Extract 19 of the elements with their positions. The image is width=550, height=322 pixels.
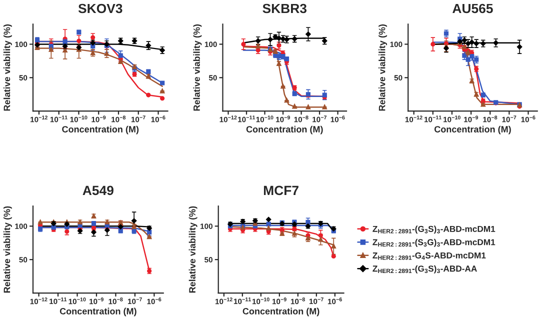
legend-label: Z$_{HER2:2891}$-(G$_{3}$S)$_{3}$-ABD-AA — [372, 265, 477, 274]
x-axis-title: Concentration (M) — [242, 308, 320, 316]
chart-title: AU565 — [452, 4, 493, 14]
y-axis-title: Relative viability (%) — [4, 24, 12, 111]
chart-title: A549 — [82, 186, 114, 196]
chart-title: SKOV3 — [78, 4, 122, 14]
x-axis-title: Concentration (M) — [62, 126, 139, 134]
y-axis-title: Relative viability (%) — [378, 24, 388, 111]
legend-label: Z$_{HER2:2891}$-(G$_{3}$S)$_{3}$-ABD-mcDM1 — [372, 226, 496, 234]
y-axis-title: Relative viability (%) — [4, 206, 12, 293]
x-axis-title: Concentration (M) — [246, 126, 323, 134]
x-axis-title: Concentration (M) — [60, 308, 136, 316]
x-axis-title: Concentration (M) — [434, 126, 511, 134]
chart-title: MCF7 — [264, 186, 298, 196]
y-axis-title: Relative viability (%) — [188, 206, 198, 293]
chart-title: SKBR3 — [262, 4, 307, 14]
legend-label: Z$_{HER2:2891}$-(S$_{3}$G)$_{3}$-ABD-mcDM1 — [372, 238, 496, 247]
y-axis-title: Relative viability (%) — [193, 24, 202, 111]
legend-label: Z$_{HER2:2891}$-G$_{4}$S-ABD-mcDM1 — [372, 252, 486, 260]
